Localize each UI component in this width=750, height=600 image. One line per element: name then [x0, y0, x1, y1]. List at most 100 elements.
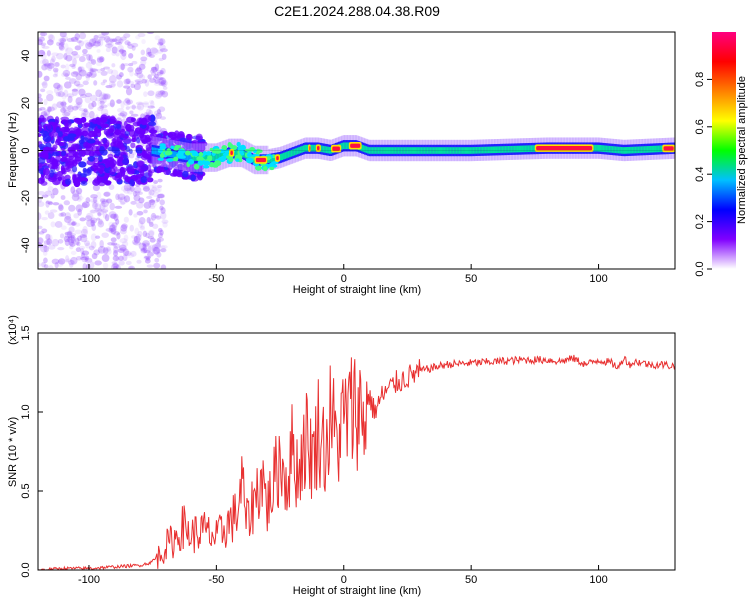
heatmap-speckle	[61, 92, 67, 100]
heatmap-speckle	[153, 246, 161, 255]
heatmap-blob	[246, 152, 252, 158]
heatmap-speckle	[117, 116, 122, 120]
heatmap-speckle	[150, 66, 158, 73]
heatmap-cell	[100, 114, 108, 123]
heatmap-cell	[184, 142, 191, 147]
heatmap-speckle	[47, 106, 52, 113]
heatmap-speckle	[124, 97, 131, 104]
heatmap-speckle	[39, 50, 45, 54]
heatmap-speckle	[162, 221, 168, 228]
heatmap-cell	[150, 127, 155, 135]
heatmap-speckle	[43, 75, 50, 82]
heatmap-speckle	[92, 184, 100, 192]
heatmap-speckle	[111, 263, 119, 269]
heatmap-cell	[120, 168, 126, 177]
heatmap-speckle	[143, 201, 152, 209]
heatmap-cell	[100, 123, 110, 128]
heatmap-blob	[157, 157, 165, 161]
heatmap-cell	[52, 151, 60, 157]
heatmap-speckle	[134, 190, 141, 196]
heatmap-speckle	[38, 97, 43, 103]
heatmap-cell	[163, 165, 169, 171]
heatmap-cell	[91, 145, 99, 153]
heatmap-speckle	[153, 110, 162, 116]
heatmap-speckle	[40, 32, 46, 39]
heatmap-speckle	[103, 93, 111, 100]
heatmap-cell	[100, 138, 108, 144]
spectrogram-y-axis-label: Frequency (Hz)	[7, 112, 19, 188]
heatmap-speckle	[71, 65, 76, 69]
heatmap-cell	[48, 162, 56, 170]
heatmap-speckle	[157, 237, 165, 242]
heatmap-speckle	[66, 105, 72, 111]
heatmap-speckle	[102, 205, 109, 213]
heatmap-speckle	[58, 203, 63, 210]
heatmap-speckle	[143, 255, 150, 261]
heatmap-speckle	[39, 32, 48, 37]
heatmap-cell	[42, 167, 51, 176]
heatmap-speckle	[70, 235, 76, 244]
heatmap-speckle	[121, 223, 128, 229]
heatmap-speckle	[156, 249, 161, 253]
heatmap-speckle	[156, 240, 162, 248]
heatmap-speckle	[92, 201, 98, 210]
heatmap-speckle	[69, 262, 74, 268]
heatmap-speckle	[135, 35, 141, 40]
heatmap-speckle	[100, 209, 109, 213]
heatmap-speckle	[144, 258, 151, 264]
heatmap-speckle	[113, 243, 121, 249]
heatmap-speckle	[63, 235, 70, 243]
heatmap-speckle	[158, 57, 164, 62]
heatmap-speckle	[110, 227, 117, 235]
heatmap-speckle	[157, 42, 164, 46]
snr-x-ticks: -100 -50 0 50 100	[78, 565, 608, 586]
heatmap-speckle	[84, 240, 90, 247]
heatmap-speckle	[157, 186, 162, 193]
heatmap-speckle	[75, 247, 81, 253]
heatmap-cell	[108, 125, 115, 133]
heatmap-speckle	[114, 205, 123, 209]
heatmap-blob	[198, 151, 204, 157]
heatmap-speckle	[47, 212, 55, 219]
heatmap-speckle	[100, 198, 109, 203]
heatmap-speckle	[113, 249, 119, 257]
heatmap-cell	[141, 117, 148, 125]
heatmap-blob	[221, 145, 228, 151]
heatmap-speckle	[131, 45, 136, 51]
heatmap-speckle	[154, 79, 160, 84]
heatmap-speckle	[134, 79, 142, 83]
heatmap-speckle	[65, 255, 70, 263]
heatmap-speckle	[133, 235, 141, 244]
heatmap-speckle	[159, 116, 166, 120]
heatmap-speckle	[106, 246, 111, 252]
heatmap-speckle	[90, 241, 97, 249]
heatmap-speckle	[55, 52, 64, 60]
heatmap-blob	[197, 160, 204, 166]
heatmap-cell	[145, 144, 152, 151]
heatmap-cell	[80, 180, 88, 186]
x-tick-label: -100	[78, 574, 100, 586]
heatmap-speckle	[67, 222, 73, 226]
heatmap-blob	[269, 166, 275, 171]
heatmap-speckle	[83, 108, 88, 113]
heatmap-speckle	[119, 238, 128, 244]
heatmap-speckle	[75, 256, 83, 261]
heatmap-speckle	[147, 229, 155, 237]
heatmap-speckle	[93, 80, 98, 86]
heatmap-speckle	[78, 56, 86, 63]
heatmap-speckle	[138, 242, 146, 250]
y-tick-label: 0.0	[20, 562, 32, 577]
heatmap-speckle	[105, 84, 113, 89]
heatmap-speckle	[38, 212, 42, 221]
heatmap-speckle	[99, 56, 105, 63]
heatmap-speckle	[128, 62, 134, 67]
heatmap-speckle	[71, 88, 79, 92]
heatmap-speckle	[51, 52, 59, 57]
heatmap-speckle	[128, 152, 135, 159]
heatmap-speckle	[126, 99, 131, 106]
heatmap-speckle	[47, 34, 54, 40]
heatmap-speckle	[51, 238, 60, 247]
heatmap-speckle	[103, 66, 110, 70]
heatmap-speckle	[111, 261, 117, 265]
heatmap-speckle	[109, 202, 115, 211]
